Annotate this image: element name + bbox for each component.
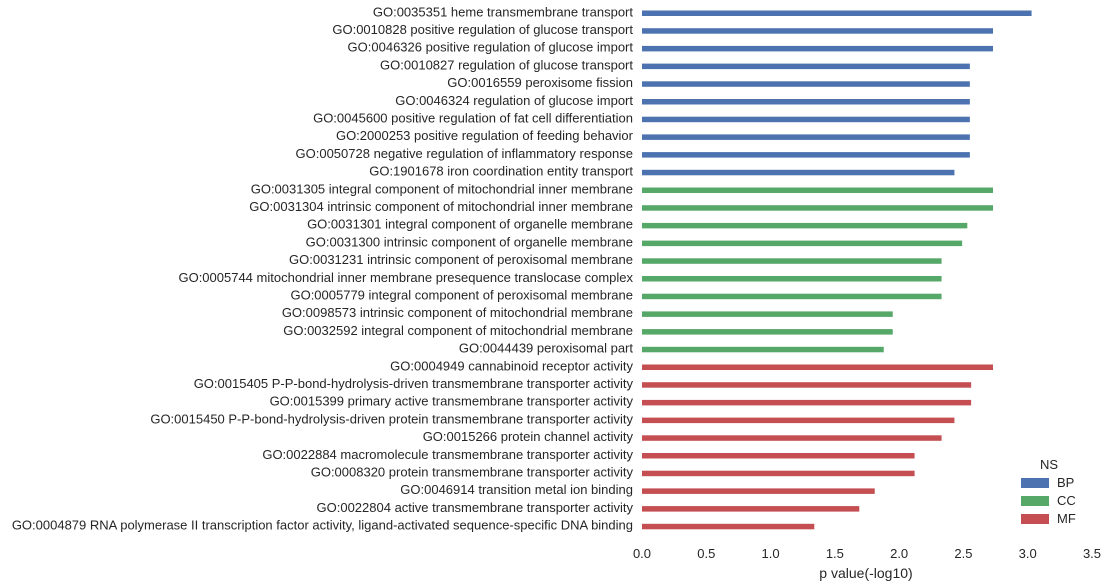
bar-mf	[642, 453, 915, 459]
bar-bp	[642, 63, 970, 70]
bar-bp	[642, 134, 970, 140]
bar-mf	[642, 382, 972, 388]
category-label: GO:0008320 protein transmembrane transpo…	[311, 464, 634, 479]
x-axis-ticks: 0.0 0.5 1.0 1.5 2.0 2.5 3.0 3.5	[633, 546, 1101, 561]
bar-cc	[642, 258, 942, 264]
category-label: GO:0046914 transition metal ion binding	[400, 482, 633, 497]
category-label: GO:2000253 positive regulation of feedin…	[336, 128, 634, 143]
bar-mf	[642, 364, 993, 370]
bar-bp	[642, 45, 993, 52]
bar-bp	[642, 169, 955, 176]
legend-swatch-cc	[1021, 496, 1049, 506]
x-axis-label: p value(-log10)	[819, 565, 912, 581]
legend-swatch-mf	[1021, 514, 1049, 524]
category-label: GO:0031231 intrinsic component of peroxi…	[289, 252, 633, 267]
category-label: GO:0010828 positive regulation of glucos…	[332, 22, 633, 37]
category-labels: GO:0035351 heme transmembrane transport G…	[12, 4, 634, 532]
category-label: GO:0010827 regulation of glucose transpo…	[380, 57, 633, 72]
bar-cc	[642, 311, 893, 317]
category-label: GO:0032592 integral component of mitocho…	[283, 323, 633, 338]
category-label: GO:0022804 active transmembrane transpor…	[317, 500, 634, 515]
bar-cc	[642, 293, 942, 300]
category-label: GO:0031304 intrinsic component of mitoch…	[249, 199, 633, 214]
category-label: GO:0022884 macromolecule transmembrane t…	[262, 447, 633, 462]
category-label: GO:0045600 positive regulation of fat ce…	[313, 110, 633, 125]
x-tick-label: 1.5	[826, 546, 844, 561]
x-tick-label: 0.5	[697, 546, 715, 561]
bar-cc	[642, 187, 993, 193]
bar-bp	[642, 28, 993, 34]
x-tick-label: 1.0	[762, 546, 780, 561]
bar-mf	[642, 399, 972, 406]
category-label: GO:0046324 regulation of glucose import	[395, 93, 633, 108]
bar-cc	[642, 222, 968, 229]
category-label: GO:0035351 heme transmembrane transport	[373, 4, 634, 19]
legend-title: NS	[1040, 457, 1058, 472]
bar-cc	[642, 276, 942, 282]
bar-cc	[642, 346, 884, 353]
category-label: GO:0031301 integral component of organel…	[307, 217, 633, 232]
category-label: GO:0016559 peroxisome fission	[447, 75, 633, 90]
bar-cc	[642, 329, 893, 335]
bar-bp	[642, 99, 970, 105]
bar-mf	[642, 488, 875, 494]
bar-bp	[642, 10, 1032, 16]
x-tick-label: 2.0	[890, 546, 908, 561]
bar-cc	[642, 205, 993, 211]
category-label: GO:0031305 integral component of mitocho…	[251, 181, 633, 196]
category-label: GO:0015450 P-P-bond-hydrolysis-driven pr…	[150, 411, 633, 426]
category-label: GO:0046326 positive regulation of glucos…	[348, 40, 634, 55]
bar-mf	[642, 417, 955, 424]
x-tick-label: 2.5	[954, 546, 972, 561]
x-tick-label: 3.5	[1083, 546, 1101, 561]
bar-mf	[642, 470, 915, 477]
bar-mf	[642, 523, 815, 530]
bar-bp	[642, 81, 970, 87]
bar-cc	[642, 240, 963, 247]
category-label: GO:0015266 protein channel activity	[423, 429, 634, 444]
bars-layer	[642, 10, 1032, 530]
category-label: GO:0050728 negative regulation of inflam…	[296, 146, 633, 161]
x-tick-label: 0.0	[633, 546, 651, 561]
category-label: GO:1901678 iron coordination entity tran…	[369, 164, 633, 179]
bar-mf	[642, 435, 942, 441]
bar-bp	[642, 116, 970, 123]
category-label: GO:0005779 integral component of peroxis…	[290, 287, 633, 302]
legend-label-bp: BP	[1057, 475, 1074, 490]
legend: NS BP CC MF	[1021, 457, 1076, 526]
category-label: GO:0004879 RNA polymerase II transcripti…	[12, 518, 633, 533]
x-tick-label: 3.0	[1019, 546, 1037, 561]
legend-swatch-bp	[1021, 478, 1049, 488]
category-label: GO:0015399 primary active transmembrane …	[270, 394, 634, 409]
bar-mf	[642, 506, 860, 512]
category-label: GO:0005744 mitochondrial inner membrane …	[178, 270, 633, 285]
legend-label-cc: CC	[1057, 493, 1076, 508]
category-label: GO:0098573 intrinsic component of mitoch…	[282, 305, 633, 320]
legend-label-mf: MF	[1057, 511, 1076, 526]
category-label: GO:0004949 cannabinoid receptor activity	[390, 358, 633, 373]
category-label: GO:0031300 intrinsic component of organe…	[306, 234, 633, 249]
category-label: GO:0044439 peroxisomal part	[459, 341, 634, 356]
category-label: GO:0015405 P-P-bond-hydrolysis-driven tr…	[194, 376, 634, 391]
bar-bp	[642, 152, 970, 158]
